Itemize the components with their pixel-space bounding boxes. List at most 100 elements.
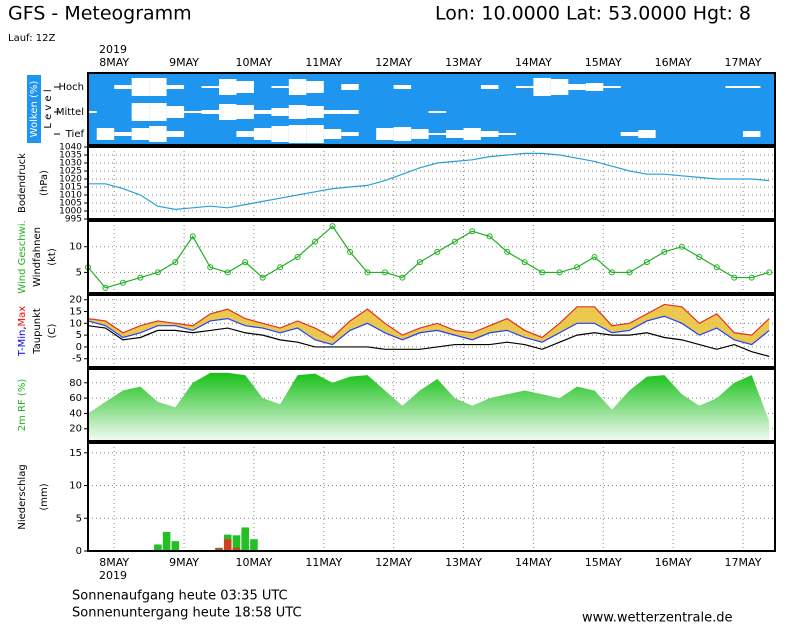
y-tick-label: 60 <box>69 393 82 404</box>
y-tick-label: 5 <box>76 267 82 278</box>
marker <box>731 274 738 281</box>
sunrise: Sonnenaufgang heute 03:35 UTC <box>72 589 288 604</box>
cloud-cell <box>166 85 185 89</box>
marker <box>643 259 650 266</box>
marker <box>102 284 109 291</box>
cloud-cell <box>428 111 447 113</box>
y-tick-label: 5 <box>76 513 82 524</box>
cloud-cell <box>323 110 342 114</box>
y-axis-label: Wind Geschwi. <box>17 220 28 293</box>
marker <box>119 279 126 286</box>
y-axis-label-part: , <box>17 326 28 329</box>
bar <box>232 535 241 551</box>
y-tick-label: 5 <box>76 330 82 341</box>
marker <box>469 228 476 235</box>
marker <box>399 274 406 281</box>
marker <box>504 248 511 255</box>
y-axis-label: Taupunkt <box>32 308 43 355</box>
panel-frame <box>87 220 776 294</box>
cloud-cell <box>114 132 132 136</box>
cloud-cell <box>253 128 272 140</box>
cloud-cell <box>166 106 185 118</box>
y-tick-label: 1040 <box>59 143 82 153</box>
series-line <box>87 325 770 357</box>
panel: 20 40 60 80 <box>69 368 776 442</box>
y-axis-label-part: (mm) <box>39 483 50 510</box>
level-label: Mittel <box>56 107 84 118</box>
y-axis-label: L e v e l <box>43 89 54 128</box>
y-axis-label-part: Taupunkt <box>32 308 43 355</box>
marker <box>539 269 546 276</box>
y-axis-label-part: Max <box>17 306 28 327</box>
x-tick-label-bottom: 16MAY <box>655 556 692 569</box>
marker <box>242 259 249 266</box>
series-line <box>87 315 770 346</box>
cloud-cell <box>638 130 656 138</box>
y-tick-label: 10 <box>69 242 82 253</box>
x-tick-label-bottom: 9MAY <box>169 556 199 569</box>
y-tick-label: 1030 <box>59 159 82 169</box>
cloud-cell <box>550 79 569 95</box>
ylabel-box <box>27 75 41 143</box>
marker <box>224 269 231 276</box>
cloud-cell <box>341 110 359 114</box>
x-tick-label-top: 8MAY <box>99 56 129 69</box>
marker <box>381 269 388 276</box>
x-tick-label-bottom: 17MAY <box>725 556 762 569</box>
bar <box>162 532 171 551</box>
y-tick-label: 1000 <box>59 207 82 217</box>
y-axis-label: (hPa) <box>39 170 50 196</box>
y-axis-label-part: 2m RF (%) <box>17 379 28 432</box>
y-axis-label: Niederschlag <box>17 464 28 529</box>
marker <box>574 264 581 271</box>
cloud-cell <box>271 86 289 88</box>
y-axis-label-part: Windfahnen <box>32 227 43 287</box>
x-tick-label-top: 16MAY <box>655 56 692 69</box>
cloud-cell <box>236 131 254 137</box>
marker <box>137 274 144 281</box>
panel-frame <box>87 442 776 552</box>
cloud-cell <box>742 86 761 88</box>
y-tick-label: -5 <box>72 354 82 365</box>
marker <box>556 269 563 276</box>
marker <box>189 233 196 240</box>
marker <box>766 269 773 276</box>
marker <box>364 269 371 276</box>
cloud-cell <box>323 129 342 139</box>
cloud-cell <box>271 126 289 142</box>
cloud-cell <box>376 128 394 140</box>
cloud-cell <box>114 85 132 89</box>
y-tick-label: 0 <box>76 546 82 557</box>
marker <box>486 233 493 240</box>
cloud-cell <box>585 83 604 91</box>
cloud-cell <box>149 126 167 142</box>
panel: 0 5 10 15 <box>69 442 776 557</box>
bar <box>223 539 232 551</box>
marker <box>172 259 179 266</box>
marker <box>661 248 668 255</box>
y-axis-label-part: T-Min <box>17 330 28 358</box>
y-tick-label: 995 <box>65 215 82 225</box>
marker <box>748 274 755 281</box>
y-tick-label: 10 <box>69 481 82 492</box>
cloud-cell <box>131 128 150 140</box>
panel-frame <box>87 72 776 146</box>
title: GFS - Meteogramm <box>8 3 192 25</box>
y-tick-label: 1010 <box>59 191 82 201</box>
x-tick-label-bottom: 8MAY <box>99 556 129 569</box>
y-tick-label: 1015 <box>59 183 82 193</box>
x-tick-label-bottom: 12MAY <box>375 556 412 569</box>
marker <box>207 264 214 271</box>
y-axis-label: Bodendruck <box>17 153 28 213</box>
y-axis-label: Windfahnen <box>32 227 43 287</box>
x-tick-label-top: 10MAY <box>235 56 272 69</box>
y-tick-label: 10 <box>69 318 82 329</box>
cloud-cell <box>131 103 150 121</box>
cloud-cell <box>236 81 254 93</box>
bar <box>154 544 162 551</box>
site: www.wetterzentrale.de <box>582 611 732 625</box>
y-tick-label: 15 <box>69 307 82 318</box>
cloud-cell <box>341 132 359 136</box>
